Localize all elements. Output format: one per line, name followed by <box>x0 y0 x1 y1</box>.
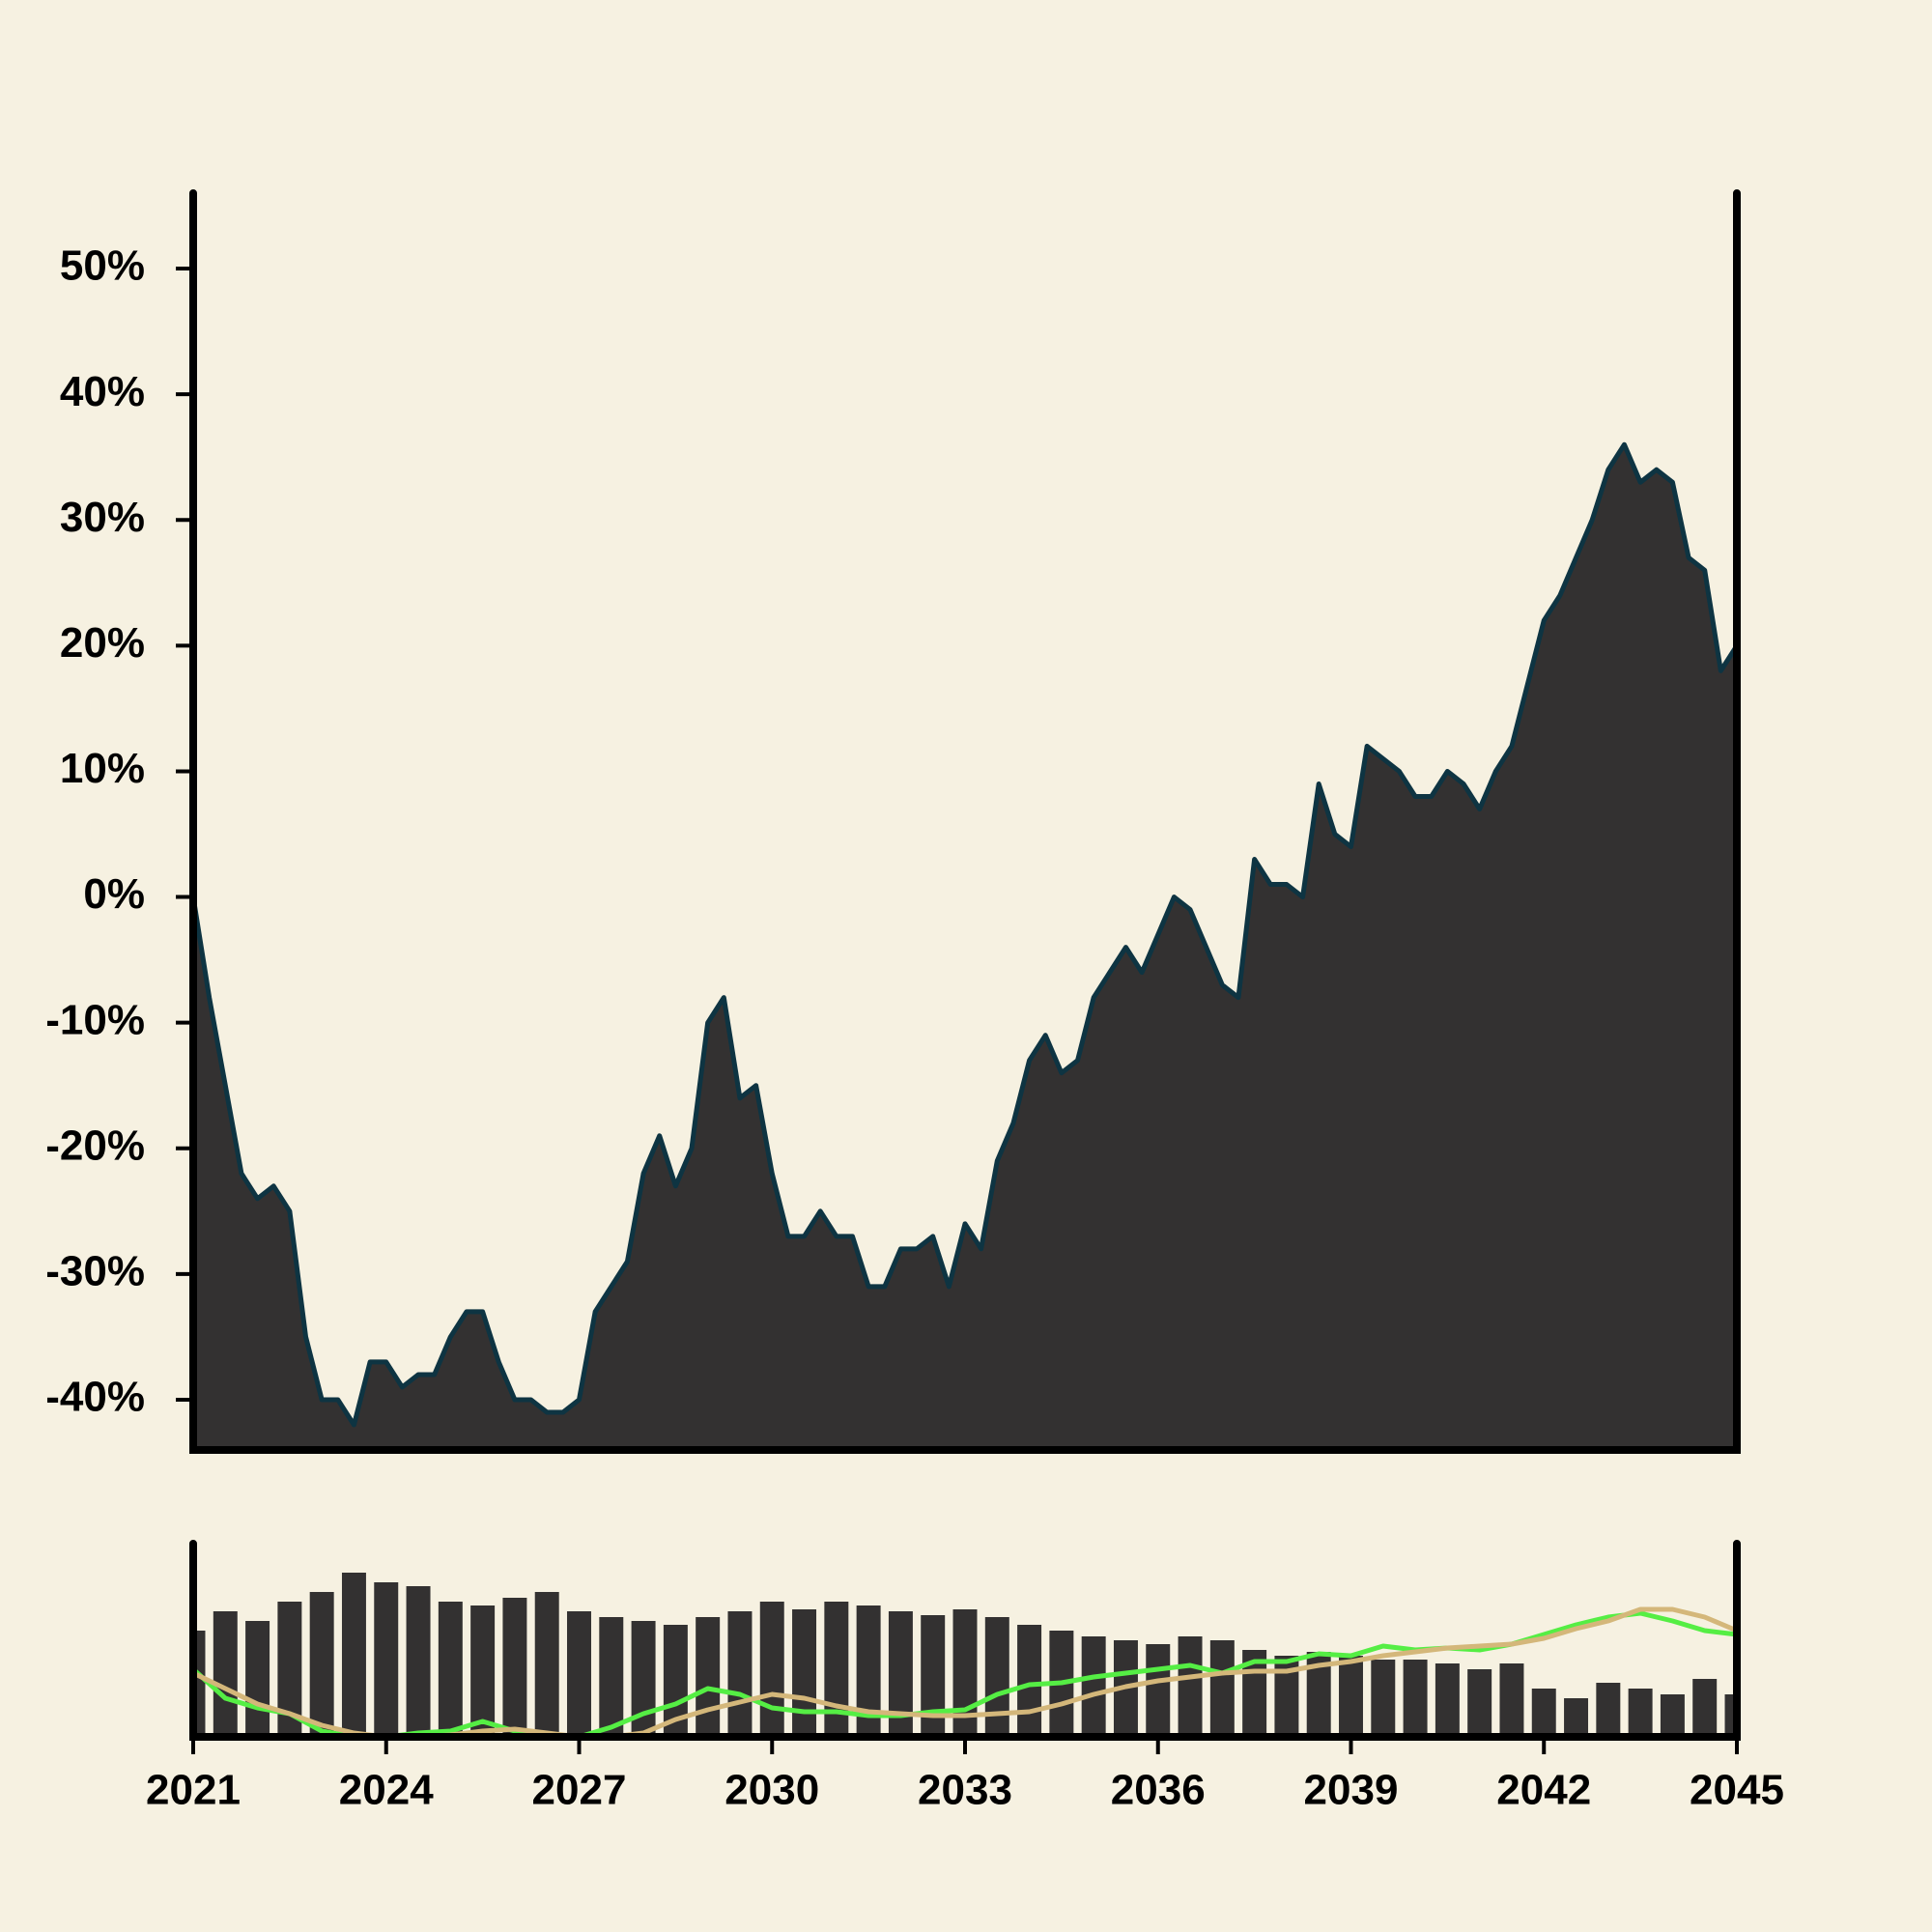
volume-bar <box>406 1586 431 1737</box>
volume-bar <box>502 1598 527 1737</box>
area-line <box>190 441 1740 1428</box>
y-tick-label: -10% <box>45 996 145 1043</box>
volume-bar <box>1146 1644 1171 1737</box>
volume-bar <box>213 1611 238 1737</box>
volume-bar <box>309 1592 334 1737</box>
volume-bar <box>341 1573 366 1737</box>
x-tick-label: 2039 <box>1304 1767 1399 1814</box>
volume-bar <box>1339 1656 1363 1737</box>
volume-bar <box>1660 1694 1685 1737</box>
volume-bar <box>1435 1663 1460 1737</box>
y-tick-label: 20% <box>60 619 145 667</box>
x-tick-label: 2045 <box>1690 1767 1784 1814</box>
y-tick-label: 0% <box>83 870 145 918</box>
x-tick-label: 2021 <box>146 1767 241 1814</box>
x-tick-label: 2024 <box>339 1767 434 1814</box>
volume-bar <box>599 1617 624 1737</box>
x-tick-label: 2042 <box>1496 1767 1591 1814</box>
volume-bar <box>1628 1689 1653 1737</box>
volume-bar <box>567 1611 591 1737</box>
y-tick-label: 30% <box>60 494 145 541</box>
volume-bar <box>1403 1660 1428 1737</box>
axis-frame <box>189 189 1741 1454</box>
y-tick-label: 10% <box>60 745 145 792</box>
area <box>193 444 1737 1451</box>
y-tick-label: 40% <box>60 368 145 415</box>
volume-bar <box>1564 1698 1589 1737</box>
volume-bar <box>1692 1679 1718 1737</box>
volume-bar <box>1531 1689 1556 1737</box>
axis-frame <box>189 1540 1741 1741</box>
volume-bar <box>792 1609 817 1737</box>
volume-bar <box>438 1602 463 1737</box>
volume-bar <box>534 1592 559 1737</box>
y-tick-label: -40% <box>45 1374 145 1421</box>
y-tick-label: -30% <box>45 1247 145 1294</box>
volume-bar <box>984 1617 1009 1737</box>
volume-bar <box>245 1621 270 1737</box>
volume-bar <box>470 1605 496 1737</box>
volume-bar <box>727 1611 753 1737</box>
volume-bar <box>1209 1640 1235 1737</box>
volume-bar <box>1017 1625 1042 1737</box>
moving-average-line <box>191 1610 1738 1740</box>
volume-bar <box>1371 1660 1396 1737</box>
volume-bar <box>759 1602 784 1737</box>
x-tick-label: 2030 <box>724 1767 819 1814</box>
volume-bar <box>1178 1636 1203 1737</box>
volume-bar <box>1467 1669 1492 1737</box>
x-tick-label: 2036 <box>1111 1767 1206 1814</box>
x-tick-label: 2027 <box>532 1767 627 1814</box>
volume-bar <box>1499 1663 1524 1737</box>
volume-bar <box>1596 1683 1621 1737</box>
volume-bar <box>824 1602 849 1737</box>
y-tick-label: 50% <box>60 242 145 290</box>
volume-bar <box>374 1582 399 1737</box>
volume-bar <box>921 1615 946 1737</box>
volume-bar <box>696 1617 721 1737</box>
y-tick-label: -20% <box>45 1122 145 1169</box>
volume-bar <box>1081 1636 1106 1737</box>
x-tick-label: 2033 <box>918 1767 1012 1814</box>
